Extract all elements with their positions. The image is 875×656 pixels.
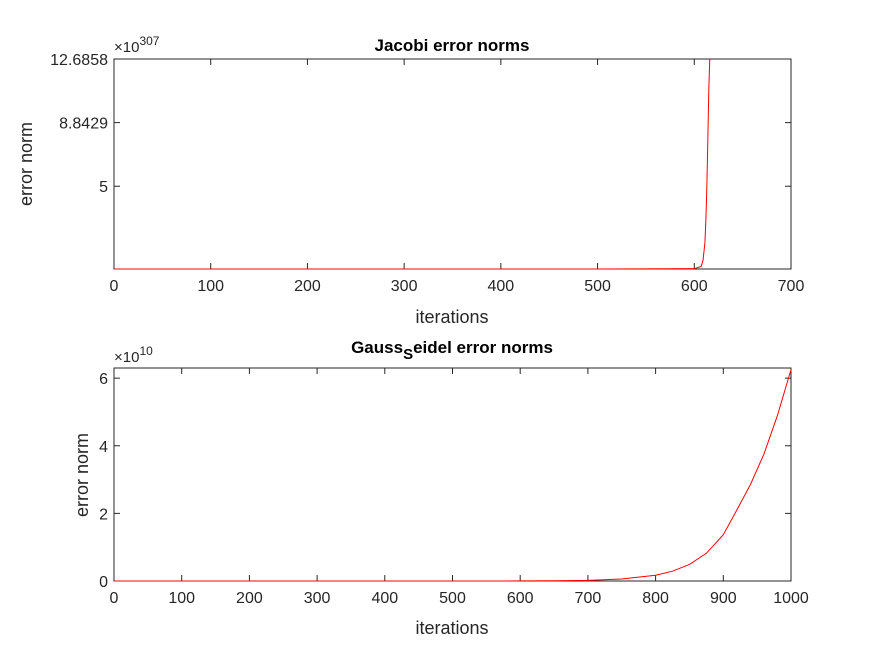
jacobi-x-ticks: 0 100 200 300 400 500 600 700 — [110, 59, 805, 295]
jacobi-x-tick-label: 600 — [681, 278, 708, 295]
jacobi-y-ticks: 5 8.8429 12.6858 — [50, 52, 791, 196]
gauss-seidel-x-tick-label: 800 — [642, 590, 669, 607]
gauss-seidel-axes-box — [113, 367, 792, 582]
gauss-seidel-x-tick-label: 100 — [168, 590, 195, 607]
gauss-seidel-x-tick-label: 1000 — [773, 590, 809, 607]
jacobi-x-tick-label: 300 — [391, 278, 418, 295]
jacobi-title: Jacobi error norms — [375, 36, 530, 55]
jacobi-x-tick-label: 400 — [488, 278, 515, 295]
jacobi-y-tick-label: 12.6858 — [50, 52, 108, 69]
jacobi-x-label: iterations — [415, 307, 488, 327]
jacobi-y-label: error norm — [16, 122, 36, 206]
jacobi-y-tick-label: 5 — [99, 179, 108, 196]
jacobi-exponent: ×10307 — [114, 34, 160, 56]
jacobi-x-tick-label: 700 — [778, 278, 805, 295]
jacobi-x-tick-label: 200 — [294, 278, 321, 295]
gauss-seidel-x-tick-label: 900 — [710, 590, 737, 607]
gauss-seidel-x-tick-label: 600 — [507, 590, 534, 607]
gauss-seidel-y-tick-label: 6 — [99, 371, 108, 388]
gauss-seidel-exponent: ×1010 — [114, 344, 153, 366]
gauss-seidel-series-line — [114, 369, 792, 582]
jacobi-x-tick-label: 500 — [584, 278, 611, 295]
gauss-seidel-y-tick-label: 2 — [99, 506, 108, 523]
gauss-seidel-y-ticks: 0 2 4 6 — [99, 371, 791, 591]
gauss-seidel-x-tick-label: 200 — [236, 590, 263, 607]
jacobi-axes-box — [113, 58, 792, 270]
jacobi-series-line — [114, 58, 711, 270]
gauss-seidel-x-label: iterations — [415, 618, 488, 638]
gauss-seidel-x-tick-label: 500 — [439, 590, 466, 607]
gauss-seidel-x-tick-label: 300 — [304, 590, 331, 607]
jacobi-plot: 0 100 200 300 400 500 600 700 5 8.8429 12.6858 Ja… — [16, 34, 804, 327]
gauss-seidel-plot: 0 100 200 300 400 500 600 700 800 900 1000 0 2 4 6 Ga… — [72, 338, 809, 638]
gauss-seidel-y-tick-label: 0 — [99, 574, 108, 591]
gauss-seidel-x-tick-label: 400 — [371, 590, 398, 607]
gauss-seidel-x-tick-label: 700 — [575, 590, 602, 607]
gauss-seidel-title: GaussSeidel error norms — [351, 338, 553, 363]
gauss-seidel-y-label: error norm — [72, 433, 92, 517]
gauss-seidel-x-ticks: 0 100 200 300 400 500 600 700 800 900 1000 — [110, 368, 809, 607]
jacobi-x-tick-label: 100 — [197, 278, 224, 295]
gauss-seidel-x-tick-label: 0 — [110, 590, 119, 607]
jacobi-x-tick-label: 0 — [110, 278, 119, 295]
gauss-seidel-y-tick-label: 4 — [99, 439, 108, 456]
jacobi-y-tick-label: 8.8429 — [59, 116, 108, 133]
